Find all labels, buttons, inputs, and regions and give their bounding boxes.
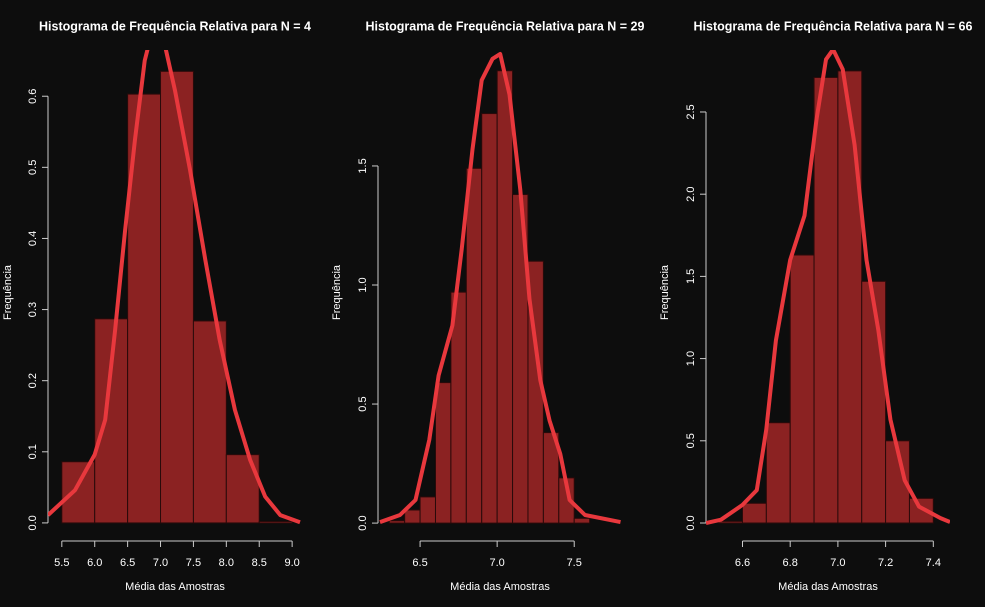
- bar: [404, 509, 421, 524]
- x-axis-label: Média das Amostras: [450, 581, 550, 593]
- y-tick-label: 0.5: [357, 396, 369, 411]
- x-tick-label: 6.8: [783, 557, 798, 569]
- bar: [741, 502, 767, 524]
- x-tick-label: 7.0: [830, 557, 845, 569]
- x-tick-label: 7.2: [878, 557, 893, 569]
- y-tick-label: 0.0: [357, 515, 369, 530]
- x-tick-label: 7.0: [490, 557, 505, 569]
- y-tick-label: 0.0: [685, 515, 697, 530]
- y-tick-label: 0.5: [27, 160, 39, 175]
- x-tick-label: 6.6: [735, 557, 750, 569]
- x-tick-label: 7.0: [153, 557, 168, 569]
- y-tick-label: 2.0: [685, 187, 697, 202]
- x-tick-label: 7.4: [926, 557, 941, 569]
- density-line: [379, 52, 621, 525]
- y-axis-label: Frequência: [331, 264, 343, 320]
- bar: [573, 517, 591, 524]
- bar: [496, 70, 514, 524]
- y-tick-label: 1.5: [357, 158, 369, 173]
- bar: [258, 520, 293, 524]
- panel: Histograma de Frequência Relativa para N…: [659, 19, 973, 593]
- y-tick-label: 0.6: [27, 89, 39, 104]
- y-tick-label: 0.0: [27, 515, 39, 530]
- y-tick-label: 1.5: [685, 269, 697, 284]
- x-tick-label: 9.0: [284, 557, 299, 569]
- panel: Histograma de Frequência Relativa para N…: [331, 19, 645, 593]
- bar: [465, 167, 483, 524]
- y-tick-label: 0.1: [27, 444, 39, 459]
- bar: [861, 280, 887, 524]
- bar: [160, 70, 194, 524]
- chart-title: Histograma de Frequência Relativa para N…: [39, 19, 311, 33]
- bar: [225, 454, 260, 524]
- density-line: [48, 50, 301, 525]
- x-tick-label: 7.5: [186, 557, 201, 569]
- x-tick-label: 6.0: [87, 557, 102, 569]
- x-tick-label: 7.5: [567, 557, 582, 569]
- y-tick-label: 0.4: [27, 231, 39, 246]
- x-tick-label: 6.5: [120, 557, 135, 569]
- panel: Histograma de Frequência Relativa para N…: [2, 19, 311, 593]
- bar: [813, 76, 839, 524]
- y-tick-label: 0.3: [27, 302, 39, 317]
- bar: [419, 496, 436, 524]
- y-axis-label: Frequência: [659, 264, 671, 320]
- chart-title: Histograma de Frequência Relativa para N…: [694, 19, 973, 33]
- y-tick-label: 1.0: [685, 351, 697, 366]
- bar: [885, 440, 910, 524]
- bar: [481, 113, 498, 524]
- bar: [837, 70, 863, 524]
- x-tick-label: 8.5: [252, 557, 267, 569]
- y-tick-label: 2.5: [685, 104, 697, 119]
- y-tick-label: 0.2: [27, 373, 39, 388]
- x-tick-label: 6.5: [412, 557, 427, 569]
- bar: [908, 497, 934, 524]
- bar: [434, 382, 452, 524]
- y-axis-label: Frequência: [2, 264, 14, 320]
- x-tick-label: 8.0: [219, 557, 234, 569]
- x-axis-label: Média das Amostras: [778, 581, 878, 593]
- y-tick-label: 1.0: [357, 277, 369, 292]
- x-axis-label: Média das Amostras: [125, 581, 225, 593]
- bar: [718, 520, 743, 524]
- y-tick-label: 0.5: [685, 433, 697, 448]
- bar: [388, 520, 406, 524]
- bar: [765, 422, 791, 524]
- density-line: [706, 50, 950, 525]
- bar: [61, 461, 96, 524]
- chart-title: Histograma de Frequência Relativa para N…: [366, 19, 645, 33]
- bar: [789, 254, 815, 524]
- x-tick-label: 5.5: [54, 557, 69, 569]
